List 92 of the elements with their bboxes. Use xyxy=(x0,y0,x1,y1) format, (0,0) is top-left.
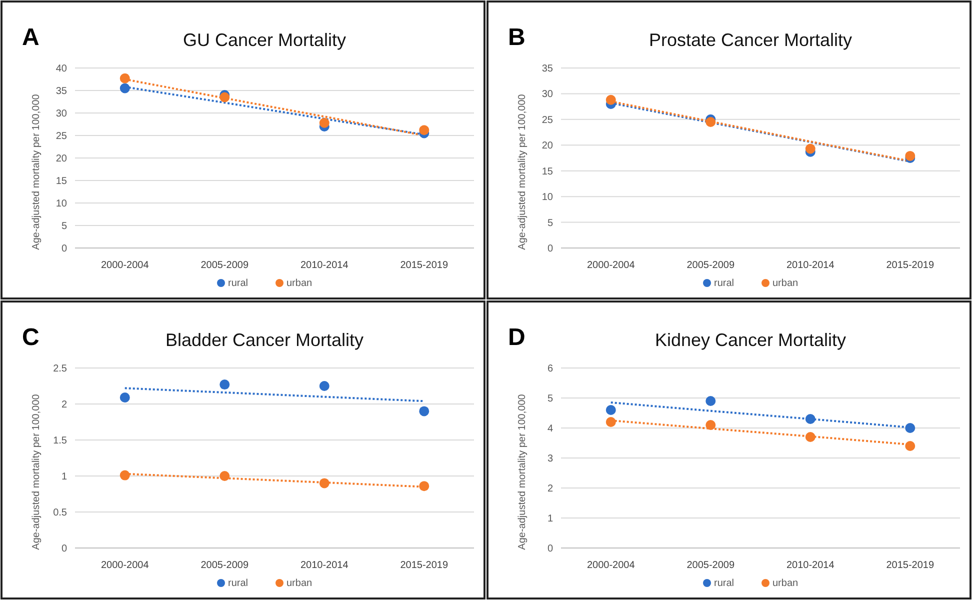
y-tick-label: 30 xyxy=(56,108,68,120)
y-tick-label: 20 xyxy=(542,140,554,152)
point xyxy=(905,423,916,433)
point xyxy=(905,150,916,161)
y-tick-label: 0 xyxy=(547,544,554,554)
y-tick-label: 30 xyxy=(542,89,554,100)
x-tick-label: 2005-2009 xyxy=(686,560,735,571)
y-tick-label: 15 xyxy=(542,166,554,178)
text: D xyxy=(508,324,526,351)
chart-title: Kidney Cancer Mortality xyxy=(654,330,846,350)
x-tick-label: 2010-2014 xyxy=(786,560,835,571)
y-tick-label: 1.5 xyxy=(53,436,68,446)
y-tick-label: 15 xyxy=(56,176,68,187)
y-tick-label: 2.5 xyxy=(53,364,68,374)
point xyxy=(319,118,330,128)
point xyxy=(606,94,616,105)
point xyxy=(706,396,716,406)
legend-label: urban xyxy=(772,278,798,289)
y-tick-label: 0 xyxy=(547,244,554,254)
point xyxy=(606,417,616,427)
y-tick-label: 35 xyxy=(542,64,554,74)
y-axis-title: Age-adjusted mortality per 100,000 xyxy=(517,94,528,250)
x-tick-label: 2000-2004 xyxy=(586,260,636,271)
y-tick-label: 10 xyxy=(542,192,554,204)
y-tick-label: 0 xyxy=(61,244,68,254)
y-tick-label: 5 xyxy=(61,221,68,232)
legend-label: rural xyxy=(714,578,734,589)
y-tick-label: 40 xyxy=(56,64,68,74)
x-tick-label: 2010-2014 xyxy=(300,560,349,571)
legend-label: rural xyxy=(228,578,248,589)
y-tick-label: 3 xyxy=(547,454,554,464)
point xyxy=(419,125,430,136)
legend-label: urban xyxy=(286,278,312,289)
point xyxy=(120,73,130,84)
y-tick-label: 0 xyxy=(61,544,68,554)
point xyxy=(120,83,130,94)
y-tick-label: 20 xyxy=(56,154,68,164)
point xyxy=(220,471,230,481)
x-tick-label: 2015-2019 xyxy=(886,260,934,271)
point xyxy=(905,441,916,451)
point xyxy=(805,144,816,154)
y-axis-title: Age-adjusted mortality per 100,000 xyxy=(31,394,42,550)
point xyxy=(606,405,616,415)
x-tick-label: 2000-2004 xyxy=(100,560,150,571)
point xyxy=(220,92,230,102)
legend-label: urban xyxy=(286,578,312,589)
x-tick-label: 2010-2014 xyxy=(300,260,349,271)
y-tick-label: 25 xyxy=(56,131,68,142)
y-tick-label: 10 xyxy=(56,198,68,210)
point xyxy=(706,117,716,127)
legend-label: rural xyxy=(228,278,248,289)
point xyxy=(419,406,430,416)
x-tick-label: 2005-2009 xyxy=(200,260,249,271)
x-tick-label: 2015-2019 xyxy=(400,260,448,271)
x-tick-label: 2005-2009 xyxy=(686,260,735,271)
point xyxy=(805,432,816,442)
y-axis-title: Age-adjusted mortality per 100,000 xyxy=(31,94,42,250)
y-tick-label: 2 xyxy=(61,400,68,410)
y-tick-label: 1 xyxy=(61,472,68,482)
y-tick-label: 5 xyxy=(547,218,554,229)
x-tick-label: 2015-2019 xyxy=(400,560,448,571)
legend-label: rural xyxy=(714,278,734,289)
point xyxy=(805,414,816,424)
y-tick-label: 0.5 xyxy=(53,508,68,518)
legend-label: urban xyxy=(772,578,798,589)
x-tick-label: 2005-2009 xyxy=(200,560,249,571)
point xyxy=(120,470,130,480)
y-tick-label: 35 xyxy=(56,86,68,97)
y-axis-title: Age-adjusted mortality per 100,000 xyxy=(517,394,528,550)
point xyxy=(419,481,430,492)
y-tick-label: 6 xyxy=(547,364,554,374)
x-tick-label: 2010-2014 xyxy=(786,260,835,271)
line-series xyxy=(124,387,426,402)
x-tick-label: 2000-2004 xyxy=(100,260,150,271)
point xyxy=(706,420,716,430)
text: C xyxy=(22,324,40,351)
point xyxy=(319,478,330,488)
y-tick-label: 2 xyxy=(547,484,554,494)
y-tick-label: 4 xyxy=(547,424,554,434)
chart-title: Bladder Cancer Mortality xyxy=(165,330,364,350)
text: A xyxy=(22,24,40,51)
y-tick-label: 25 xyxy=(542,114,554,126)
x-tick-label: 2015-2019 xyxy=(886,560,934,571)
chart-title: Prostate Cancer Mortality xyxy=(648,30,852,50)
point xyxy=(120,392,130,403)
y-tick-label: 1 xyxy=(547,514,554,524)
y-tick-label: 5 xyxy=(547,394,554,404)
x-tick-label: 2000-2004 xyxy=(586,560,636,571)
point xyxy=(220,380,230,390)
text: B xyxy=(508,24,526,51)
chart-title: GU Cancer Mortality xyxy=(182,30,346,50)
point xyxy=(319,381,330,391)
